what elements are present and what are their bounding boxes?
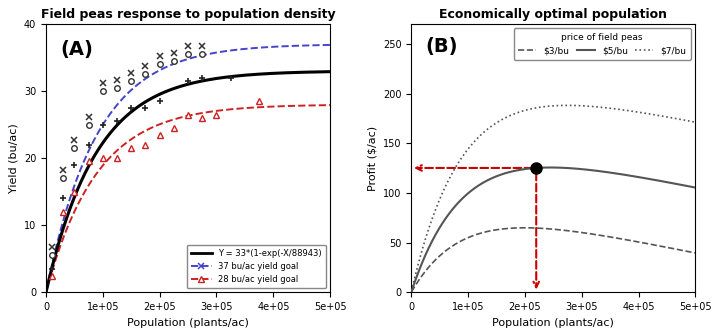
Text: (A): (A) xyxy=(60,40,93,59)
Title: Field peas response to population density: Field peas response to population densit… xyxy=(41,8,336,21)
Legend: $3/bu, $5/bu, $7/bu: $3/bu, $5/bu, $7/bu xyxy=(513,29,691,60)
X-axis label: Population (plants/ac): Population (plants/ac) xyxy=(127,318,249,328)
Legend: Y = 33*(1-exp(-X/88943), 37 bu/ac yield goal, 28 bu/ac yield goal: Y = 33*(1-exp(-X/88943), 37 bu/ac yield … xyxy=(186,245,326,288)
Title: Economically optimal population: Economically optimal population xyxy=(439,8,667,21)
X-axis label: Population (plants/ac): Population (plants/ac) xyxy=(492,318,614,328)
Y-axis label: Yield (bu/ac): Yield (bu/ac) xyxy=(9,123,18,193)
Y-axis label: Profit ($/ac): Profit ($/ac) xyxy=(367,126,377,191)
Text: (B): (B) xyxy=(426,37,458,56)
